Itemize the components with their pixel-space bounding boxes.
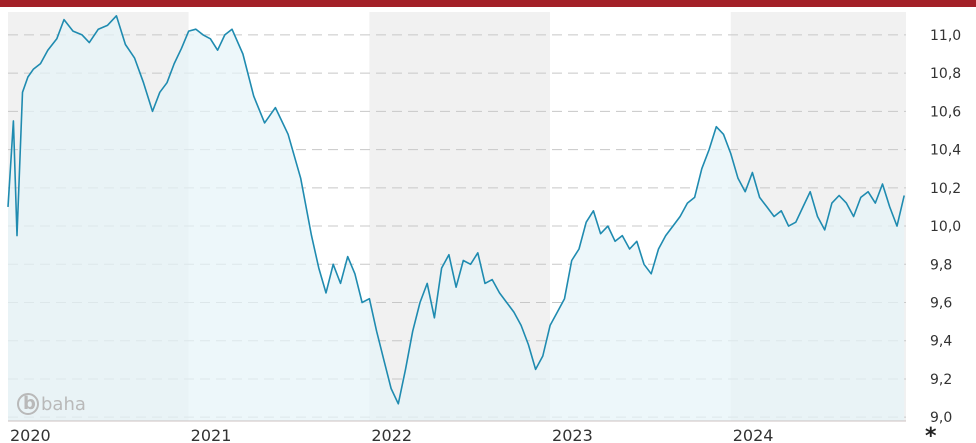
baha-watermark: b baha [17, 393, 86, 415]
y-tick-label: 11,0 [930, 28, 961, 44]
y-tick-label: 9,2 [930, 372, 952, 388]
x-tick-label: 2024 [733, 426, 774, 443]
y-tick-label: 10,8 [930, 66, 961, 82]
baha-logo-icon [17, 393, 39, 415]
baha-logo-letter: b [23, 393, 36, 414]
footnote-asterisk: * [925, 424, 937, 443]
series-line [7, 15, 905, 405]
series-area [8, 15, 905, 422]
header-bar [0, 0, 976, 7]
x-axis-ticks: 2020 2021 2022 2023 2024 [10, 426, 773, 443]
baha-wordmark: baha [41, 394, 86, 415]
x-tick-label: 2021 [191, 426, 232, 443]
x-tick-label: 2020 [10, 426, 51, 443]
y-tick-label: 9,6 [930, 296, 952, 312]
y-axis-ticks: 9,0 9,2 9,4 9,6 9,8 10,0 10,2 10,4 10,6 10,8 11,0 [930, 28, 961, 426]
x-tick-label: 2022 [371, 426, 412, 443]
y-tick-label: 10,4 [930, 143, 961, 159]
y-tick-label: 10,6 [930, 104, 961, 120]
y-tick-label: 10,2 [930, 181, 961, 197]
y-tick-label: 9,4 [930, 334, 952, 350]
y-tick-label: 10,0 [930, 219, 961, 235]
y-tick-label: 9,8 [930, 257, 952, 273]
x-tick-label: 2023 [552, 426, 593, 443]
y-tick-label: 9,0 [930, 410, 952, 426]
